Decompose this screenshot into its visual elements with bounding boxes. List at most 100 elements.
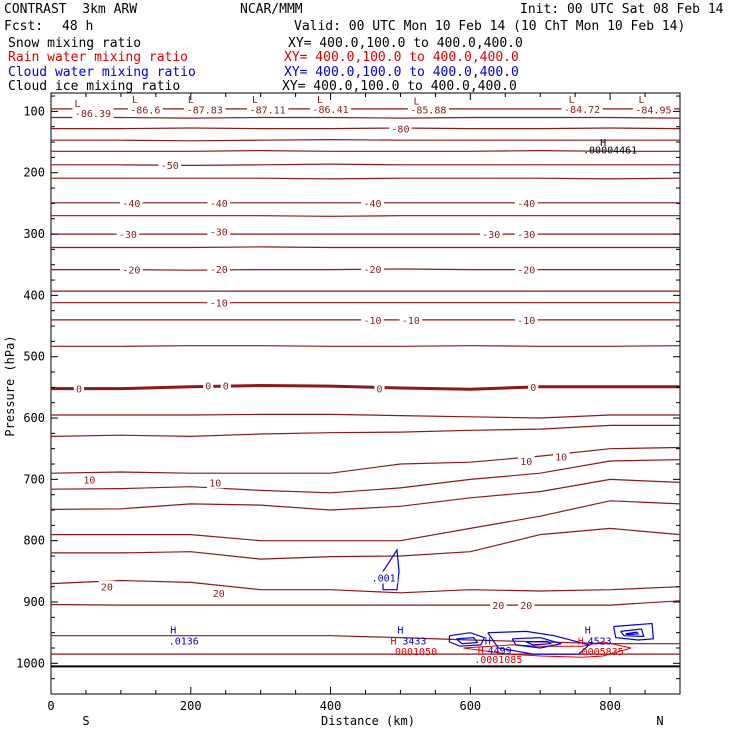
isotherm-label: 0	[205, 382, 211, 393]
y-tick-label: 1000	[16, 656, 45, 670]
isotherm-label: -10	[210, 299, 228, 310]
cloud-label-bg	[369, 571, 398, 584]
cloud-water-contour	[487, 630, 591, 655]
isotherm-label-bg	[518, 599, 535, 612]
valid-time: Valid: 00 UTC Mon 10 Feb 14 (10 ChT Mon …	[294, 19, 686, 34]
isotherm-line	[50, 459, 681, 494]
extremum-label: L	[252, 95, 258, 106]
field-xy-cloud-water: XY= 400.0,100.0 to 400.0,400.0	[284, 65, 519, 80]
isotherm-label-bg	[514, 313, 538, 326]
isotherm-line	[51, 215, 680, 217]
isotherm-label: -86.41	[312, 105, 348, 116]
isotherm-label: -20	[517, 266, 535, 277]
isotherm-line	[51, 383, 680, 391]
y-tick-label: 200	[23, 166, 45, 180]
isotherm-label: -10	[363, 316, 381, 327]
isotherm-line	[50, 446, 681, 474]
isotherm-line	[51, 345, 681, 347]
cloud-water-contour	[620, 628, 645, 638]
isotherm-label-bg	[207, 476, 224, 489]
extremum-label: L	[188, 95, 194, 106]
isotherm-label-bg	[207, 263, 231, 276]
extremum-label: H	[390, 637, 396, 648]
isotherm-label: -87.11	[250, 106, 286, 117]
isotherm-label-bg	[116, 228, 140, 241]
isotherm-label-bg	[528, 380, 539, 393]
cloud-water-contour	[613, 622, 655, 641]
x-tick-label: 0	[47, 699, 54, 713]
isotherm-label-bg	[407, 103, 449, 116]
isotherm-label-bg	[399, 313, 423, 326]
extremum-label: .0005835	[576, 647, 624, 658]
isotherm-label-bg	[514, 263, 538, 276]
y-tick-label: 400	[23, 288, 45, 302]
isotherm-label-bg	[309, 102, 352, 115]
rain-contour	[463, 641, 632, 658]
field-name-snow: Snow mixing ratio	[8, 36, 142, 51]
forecast-label: Fcst:	[4, 19, 44, 34]
extremum-label: H	[478, 646, 484, 657]
isotherm-line	[51, 127, 681, 130]
x-axis-label: Distance (km)	[321, 714, 415, 728]
isotherm-line	[51, 413, 680, 419]
isotherm-line	[51, 149, 680, 152]
x-tick-label: 200	[180, 699, 202, 713]
isotherm-label-bg	[361, 196, 384, 209]
isotherm-label-bg	[361, 263, 384, 276]
cloud-water-contour	[382, 548, 400, 591]
cloud-water-contour	[456, 636, 479, 645]
isotherm-label-bg	[158, 158, 182, 171]
contour-labels: -86.39 -86.6 -87.83 -87.11 -86.41 -85.88 -84.7…	[72, 95, 675, 666]
isotherm-label: 20	[520, 601, 532, 612]
isotherm-label: 0	[76, 385, 82, 396]
cloud-water-label: .001	[372, 573, 396, 584]
x-end-label-south: S	[82, 714, 89, 728]
isotherm-label: -30	[210, 228, 228, 239]
isotherm-label-bg	[490, 599, 507, 612]
isotherm-label: -20	[210, 265, 228, 276]
plot-frame	[50, 92, 681, 695]
isotherm-label: -40	[363, 199, 381, 210]
isotherm-label: -30	[482, 230, 500, 241]
isotherm-label: 20	[213, 589, 225, 600]
isotherm-label: -20	[122, 266, 140, 277]
extremum-label: .00004461	[583, 145, 637, 156]
y-tick-label: 300	[23, 227, 45, 241]
isotherm-label: -50	[161, 161, 179, 172]
isotherm-label: 20	[101, 583, 113, 594]
field-xy-snow: XY= 400.0,100.0 to 400.0,400.0	[288, 36, 523, 51]
init-time: Init: 00 UTC Sat 08 Feb 14	[520, 2, 724, 17]
field-xy-cloud-ice: XY= 400.0,100.0 to 400.0,400.0	[282, 79, 517, 94]
isotherm-line	[51, 116, 681, 119]
isotherm-label-bg	[207, 196, 231, 209]
isotherm-label-bg	[98, 580, 116, 593]
isotherm-label: 20	[492, 601, 504, 612]
isotherm-label-bg	[210, 586, 227, 599]
cloud-water-contour	[448, 632, 486, 647]
isotherm-label-bg	[72, 107, 114, 120]
extremum-label: .0001050	[389, 647, 437, 658]
extremum-label: .0136	[169, 637, 199, 648]
temperature-contours	[50, 108, 681, 668]
extremum-label: L	[569, 95, 575, 106]
cloud-water-contour	[511, 636, 562, 649]
forecast-value: 48 h	[62, 19, 94, 34]
isotherm-label-bg	[81, 473, 98, 486]
extremum-label: L	[317, 95, 323, 106]
x-end-label-north: N	[656, 714, 663, 728]
isotherm-line	[51, 500, 681, 542]
isotherm-label-bg	[632, 103, 675, 116]
isotherm-label-bg	[73, 382, 85, 395]
isotherm-line	[50, 600, 681, 606]
extremum-label: 3433	[402, 637, 426, 648]
isotherm-label-bg	[184, 103, 226, 116]
y-tick-label: 700	[23, 472, 45, 486]
y-tick-label: 800	[23, 534, 45, 548]
y-tick-label: 100	[23, 104, 45, 118]
extremum-label: H	[600, 138, 606, 149]
isotherm-line	[51, 635, 680, 645]
isotherm-label: 10	[555, 453, 567, 464]
y-tick-label: 600	[23, 411, 45, 425]
extremum-label: L	[639, 95, 645, 106]
